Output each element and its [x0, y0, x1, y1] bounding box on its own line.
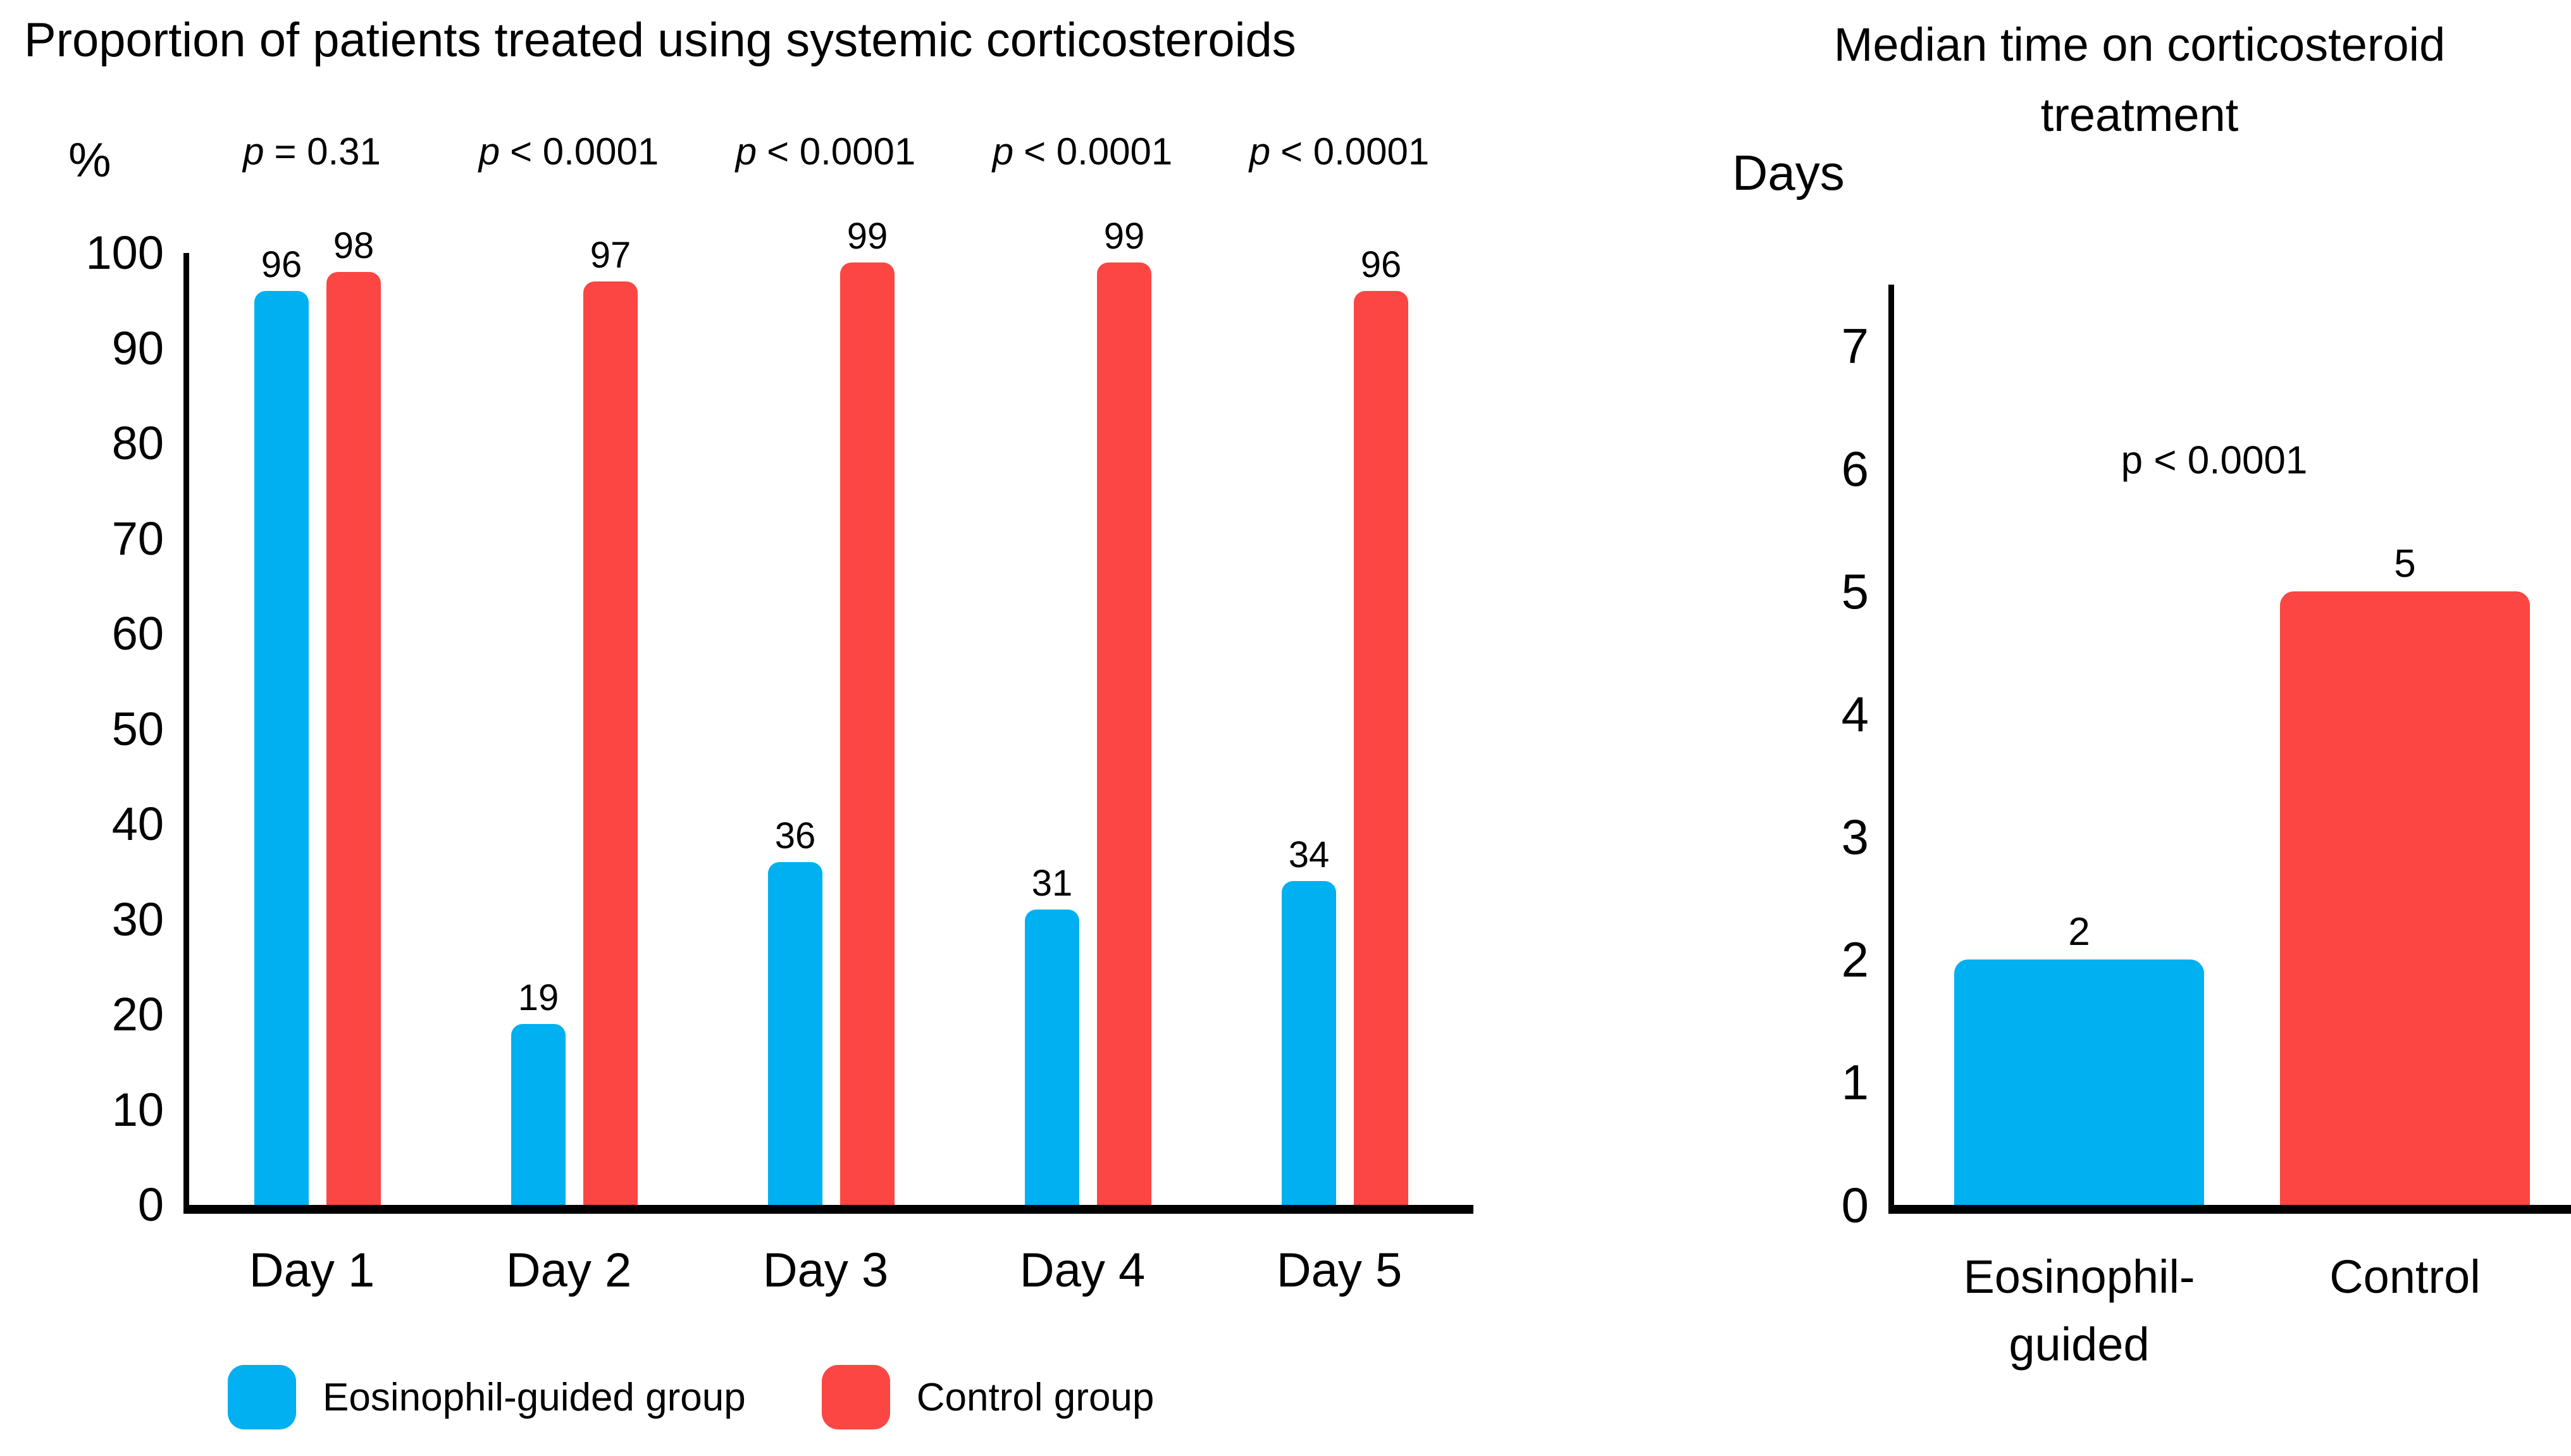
x-tick-label-eosinophil: Eosinophil- guided	[1954, 1243, 2204, 1379]
p-value-row: p = 0.31 p < 0.0001 p < 0.0001 p < 0.0001 p <…	[183, 130, 1468, 173]
bar-control-day-5: 96	[1354, 247, 1408, 1205]
p-value-day-4: p < 0.0001	[954, 130, 1211, 173]
right-plot-area: 7 6 5 4 3 2 1 0 p < 0.0001 2 5	[1842, 285, 2571, 1230]
y-tick-label: 7	[1841, 318, 1869, 374]
bar-group-day-1: 96 98	[189, 228, 446, 1205]
y-tick-label: 2	[1841, 931, 1869, 987]
x-tick-label-day-3: Day 3	[762, 1243, 889, 1297]
y-tick-label: 20	[111, 988, 164, 1040]
p-value-day-5: p < 0.0001	[1211, 130, 1468, 173]
y-tick-label: 100	[85, 226, 164, 279]
bar-eosinophil-day-4: 31	[1025, 865, 1079, 1205]
bar-value-label: 19	[517, 977, 559, 1019]
p-value-annotation: p < 0.0001	[2121, 438, 2308, 483]
bar-eosinophil-day-3: 36	[768, 818, 822, 1205]
bar-control-day-3: 99	[840, 218, 895, 1205]
bar-control-day-2: 97	[583, 237, 638, 1205]
right-chart-title-line1: Median time on corticosteroid	[1833, 18, 2446, 71]
left-y-axis-label: %	[68, 133, 111, 187]
p-comparison: < 0.0001	[510, 130, 659, 173]
p-value-day-2: p < 0.0001	[440, 130, 697, 173]
y-tick-label: 60	[111, 607, 164, 660]
left-chart-title: Proportion of patients treated using sys…	[24, 13, 1296, 67]
bar-value-label: 36	[774, 815, 816, 857]
y-tick-label: 0	[137, 1178, 164, 1231]
legend-item-eosinophil: Eosinophil-guided group	[228, 1365, 746, 1429]
legend-swatch-red	[821, 1365, 890, 1429]
bar-group-day-2: 19 97	[446, 237, 703, 1205]
x-tick-label-day-2: Day 2	[505, 1243, 632, 1297]
right-x-axis-labels: Eosinophil- guided Control	[1894, 1243, 2571, 1379]
p-symbol: p	[992, 130, 1014, 173]
right-y-axis-label: Days	[1732, 145, 1845, 201]
bar-value-label: 98	[333, 225, 375, 267]
y-tick-label: 0	[1841, 1177, 1869, 1233]
p-comparison: = 0.31	[274, 130, 381, 173]
bar-value-label: 99	[1103, 216, 1145, 257]
x-label-line2: guided	[2009, 1318, 2150, 1371]
bar-value-label: 96	[261, 244, 302, 286]
legend-label: Control group	[916, 1375, 1155, 1419]
y-tick-label: 90	[111, 321, 164, 374]
bar-eosinophil-day-1: 96	[254, 247, 309, 1205]
p-symbol: p	[243, 130, 264, 173]
x-label-line1: Control	[2329, 1250, 2481, 1303]
bar-group-day-3: 36 99	[703, 218, 960, 1205]
p-symbol: p	[478, 130, 500, 173]
legend-label: Eosinophil-guided group	[323, 1375, 746, 1419]
y-tick-label: 10	[111, 1083, 164, 1136]
y-tick-label: 70	[111, 512, 164, 565]
bar-value-label: 2	[2068, 910, 2090, 954]
bar-group-median-time: 2 5	[1894, 285, 2571, 1205]
bar-eosinophil-day-2: 19	[511, 980, 566, 1205]
bar-eosinophil-day-5: 34	[1282, 837, 1336, 1205]
y-tick-label: 80	[111, 417, 164, 469]
bar-control-day-4: 99	[1097, 218, 1151, 1205]
bar-value-label: 34	[1288, 834, 1330, 876]
p-comparison: < 0.0001	[767, 130, 916, 173]
bar-value-label: 5	[2394, 542, 2416, 586]
y-tick-label: 30	[111, 892, 164, 946]
p-value-day-3: p < 0.0001	[697, 130, 954, 173]
y-tick-label: 4	[1841, 686, 1869, 742]
bar-eosinophil-median: 2	[1954, 913, 2204, 1205]
y-tick-label: 3	[1841, 809, 1869, 865]
bar-control-day-1: 98	[326, 228, 381, 1205]
legend: Eosinophil-guided group Control group	[228, 1365, 1154, 1429]
x-tick-label-day-5: Day 5	[1276, 1243, 1403, 1297]
bar-value-label: 96	[1360, 244, 1402, 286]
p-comparison: < 0.0001	[1024, 130, 1173, 173]
y-tick-label: 5	[1841, 563, 1869, 619]
bar-value-label: 31	[1031, 863, 1073, 904]
bar-control-median: 5	[2280, 545, 2530, 1205]
x-tick-label-control: Control	[2280, 1243, 2530, 1379]
x-tick-label-day-4: Day 4	[1019, 1243, 1146, 1297]
bar-value-label: 99	[846, 216, 888, 257]
p-symbol: p	[1249, 130, 1271, 173]
y-tick-label: 1	[1841, 1054, 1869, 1110]
legend-swatch-blue	[228, 1365, 296, 1429]
bar-group-day-4: 31 99	[960, 218, 1217, 1205]
p-value-day-1: p = 0.31	[183, 130, 440, 173]
p-symbol: p	[735, 130, 757, 173]
y-tick-label: 40	[111, 798, 164, 850]
legend-item-control: Control group	[821, 1365, 1155, 1429]
y-tick-label: 50	[111, 702, 164, 755]
right-chart-title: Median time on corticosteroid treatment	[1708, 9, 2571, 150]
bar-group-day-5: 34 96	[1217, 247, 1473, 1205]
bar-groups: 96 98 19 97 36 99	[189, 218, 1473, 1205]
x-tick-label-day-1: Day 1	[249, 1243, 375, 1297]
y-tick-label: 6	[1841, 441, 1869, 497]
left-plot-area: 100 90 80 70 60 50 40 30 20 10 0 96 98 1…	[86, 218, 1473, 1228]
p-comparison: < 0.0001	[1280, 130, 1430, 173]
x-label-line1: Eosinophil-	[1963, 1250, 2195, 1303]
bar-value-label: 97	[590, 235, 631, 276]
right-chart-title-line2: treatment	[2040, 89, 2239, 141]
x-axis-labels: Day 1 Day 2 Day 3 Day 4 Day 5	[183, 1243, 1468, 1298]
